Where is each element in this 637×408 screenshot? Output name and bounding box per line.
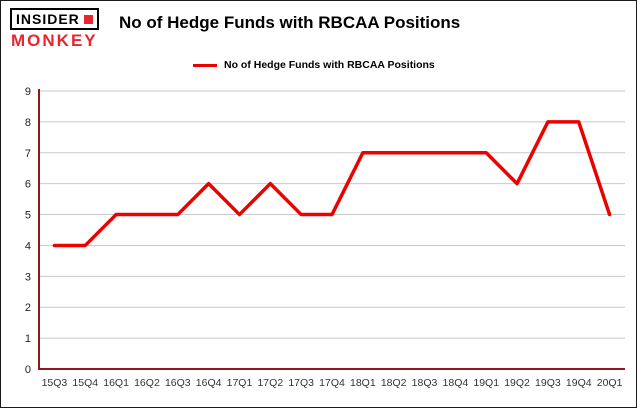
y-axis-tick-label: 9 bbox=[25, 86, 31, 98]
x-axis-tick-label: 18Q1 bbox=[350, 377, 376, 389]
x-axis-tick-label: 19Q1 bbox=[473, 377, 499, 389]
x-axis-tick-label: 16Q1 bbox=[103, 377, 129, 389]
page-title: No of Hedge Funds with RBCAA Positions bbox=[119, 13, 461, 32]
y-axis-tick-label: 8 bbox=[25, 117, 31, 129]
y-axis-tick-label: 3 bbox=[25, 271, 31, 283]
legend: No of Hedge Funds with RBCAA Positions bbox=[193, 59, 435, 71]
x-axis-tick-label: 19Q3 bbox=[535, 377, 561, 389]
x-axis-tick-label: 16Q3 bbox=[165, 377, 191, 389]
y-axis-tick-label: 0 bbox=[25, 364, 31, 376]
y-axis-tick-label: 4 bbox=[25, 240, 31, 252]
logo-insider-text: INSIDER bbox=[16, 11, 80, 27]
x-axis-tick-label: 16Q2 bbox=[134, 377, 160, 389]
insider-monkey-logo: INSIDER MONKEY bbox=[10, 8, 114, 51]
x-axis-tick-label: 15Q3 bbox=[42, 377, 68, 389]
logo-monkey-text: MONKEY bbox=[11, 31, 98, 50]
x-axis-tick-label: 17Q1 bbox=[227, 377, 253, 389]
x-axis-tick-label: 20Q1 bbox=[597, 377, 623, 389]
x-axis-tick-label: 18Q4 bbox=[443, 377, 469, 389]
x-axis-tick-label: 17Q2 bbox=[257, 377, 283, 389]
legend-label: No of Hedge Funds with RBCAA Positions bbox=[224, 59, 435, 71]
y-axis-tick-label: 5 bbox=[25, 210, 31, 222]
logo-insider-box: INSIDER bbox=[10, 8, 99, 30]
x-axis-tick-label: 17Q3 bbox=[288, 377, 314, 389]
y-axis-tick-label: 6 bbox=[25, 179, 31, 191]
logo-red-square-icon bbox=[83, 14, 93, 24]
x-axis-tick-label: 19Q2 bbox=[504, 377, 530, 389]
y-axis-tick-label: 2 bbox=[25, 302, 31, 314]
data-series-line bbox=[52, 120, 612, 248]
legend-line-swatch-icon bbox=[193, 63, 217, 67]
x-axis-tick-label: 15Q4 bbox=[72, 377, 98, 389]
x-axis-tick-label: 18Q2 bbox=[381, 377, 407, 389]
y-axis-tick-label: 1 bbox=[25, 333, 31, 345]
x-axis-tick-label: 16Q4 bbox=[196, 377, 222, 389]
y-axis-tick-label: 7 bbox=[25, 148, 31, 160]
x-axis-tick-label: 18Q3 bbox=[412, 377, 438, 389]
x-axis-tick-label: 19Q4 bbox=[566, 377, 592, 389]
x-axis-tick-label: 17Q4 bbox=[319, 377, 345, 389]
